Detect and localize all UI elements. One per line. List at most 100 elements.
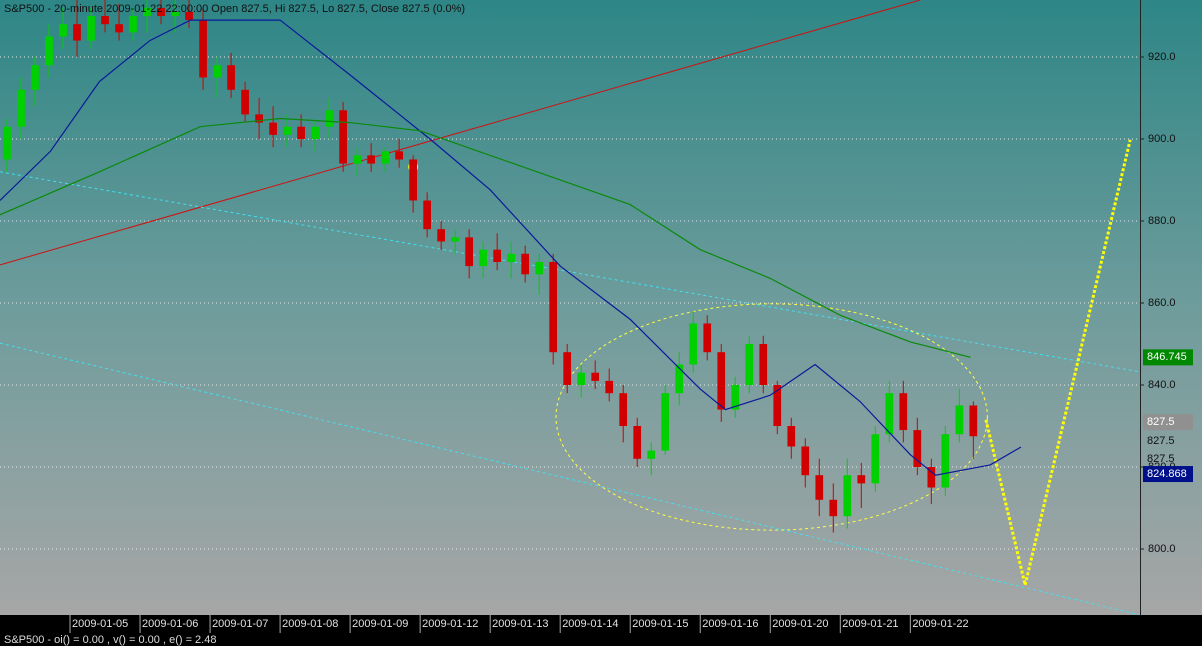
candle-body [17,89,25,127]
price-label: 824.868 [1147,468,1187,480]
candle-body [871,434,880,484]
candle-body [549,261,558,353]
x-tick-label: 2009-01-07 [212,618,268,630]
candle-body [353,155,361,164]
x-tick-label: 2009-01-20 [772,618,828,630]
y-tick-label: 800.0 [1148,543,1176,555]
candle-body [633,425,642,459]
candle-body [367,155,375,164]
candle-body [381,151,389,164]
candle-body [535,261,544,275]
candle-body [619,393,628,426]
candle-body [157,7,165,16]
annotation-ellipse [555,303,988,531]
x-tick-label: 2009-01-12 [422,618,478,630]
x-tick-label: 2009-01-14 [562,618,618,630]
x-tick-label: 2009-01-16 [702,618,758,630]
x-tick-label: 2009-01-13 [492,618,548,630]
candle-body [913,430,922,467]
candle-body [717,352,726,410]
price-label-box [1143,349,1193,366]
candle-body [241,89,249,115]
chart-title: S&P500 - 20-minute 2009-01-22 22:00:00 O… [4,3,465,15]
y-tick-label: 860.0 [1148,297,1176,309]
price-label: 827.5 [1147,435,1175,447]
moving-average [0,117,971,358]
candle-body [563,352,572,385]
candle-body [479,249,488,267]
x-tick-label: 2009-01-22 [912,618,968,630]
candle-body [129,15,137,33]
candle-body [969,405,978,437]
candle-body [465,237,474,267]
candle-body [423,200,432,230]
x-tick-label: 2009-01-08 [282,618,338,630]
candle-body [647,450,656,459]
candle-body [283,126,291,135]
candle-body [941,434,950,488]
y-tick-label: 900.0 [1148,133,1176,145]
candle-body [801,446,810,476]
x-tick-label: 2009-01-06 [142,618,198,630]
candle-body [703,323,712,353]
candle-body [885,393,894,435]
x-tick-label: 2009-01-09 [352,618,408,630]
candle-body [227,65,235,90]
x-tick-label: 2009-01-15 [632,618,688,630]
candle-body [507,253,516,262]
candle-body [857,475,866,484]
candle-body [59,24,67,37]
candle-body [927,466,936,488]
candle-body [297,126,305,139]
candle-body [899,393,908,431]
candle-body [87,15,95,41]
candle-body [171,11,179,16]
candle-body [213,65,221,78]
candle-body [325,110,333,127]
candle-body [689,323,698,365]
candle-body [269,122,277,135]
price-label: 827.5 [1147,453,1175,465]
trend-line [0,171,1140,373]
candle-body [311,126,319,139]
candle-body [843,475,852,517]
moving-average [0,19,1022,476]
price-label-box [1143,414,1193,431]
candle-body [73,24,81,41]
candle-body [185,11,193,21]
x-tick-label: 2009-01-21 [842,618,898,630]
candle-body [661,393,670,451]
candle-body [577,372,586,385]
candle-body [829,499,838,517]
price-label: 846.745 [1147,351,1187,363]
candle-body [409,159,417,201]
candle-body [773,384,782,426]
price-label-box [1143,466,1193,483]
candle-body [759,343,768,385]
candle-body [339,110,347,164]
x-tick-label: 2009-01-05 [72,618,128,630]
candle-body [451,237,460,242]
candle-body [143,7,151,16]
candle-body [45,36,53,66]
y-tick-label: 840.0 [1148,379,1176,391]
candle-body [31,65,39,90]
candle-body [199,20,207,78]
candle-body [675,364,684,394]
candle-body [955,405,964,435]
candle-body [437,229,446,242]
candle-body [731,384,740,410]
plot-background [0,0,1202,615]
candle-body [101,15,109,25]
trend-line [984,139,1132,586]
candle-body [591,372,600,381]
candle-body [787,425,796,447]
candle-body [3,126,11,160]
trend-line [0,0,921,266]
y-tick-label: 920.0 [1148,51,1176,63]
candle-body [605,380,614,394]
y-tick-label: 880.0 [1148,215,1176,227]
candle-body [255,114,263,123]
